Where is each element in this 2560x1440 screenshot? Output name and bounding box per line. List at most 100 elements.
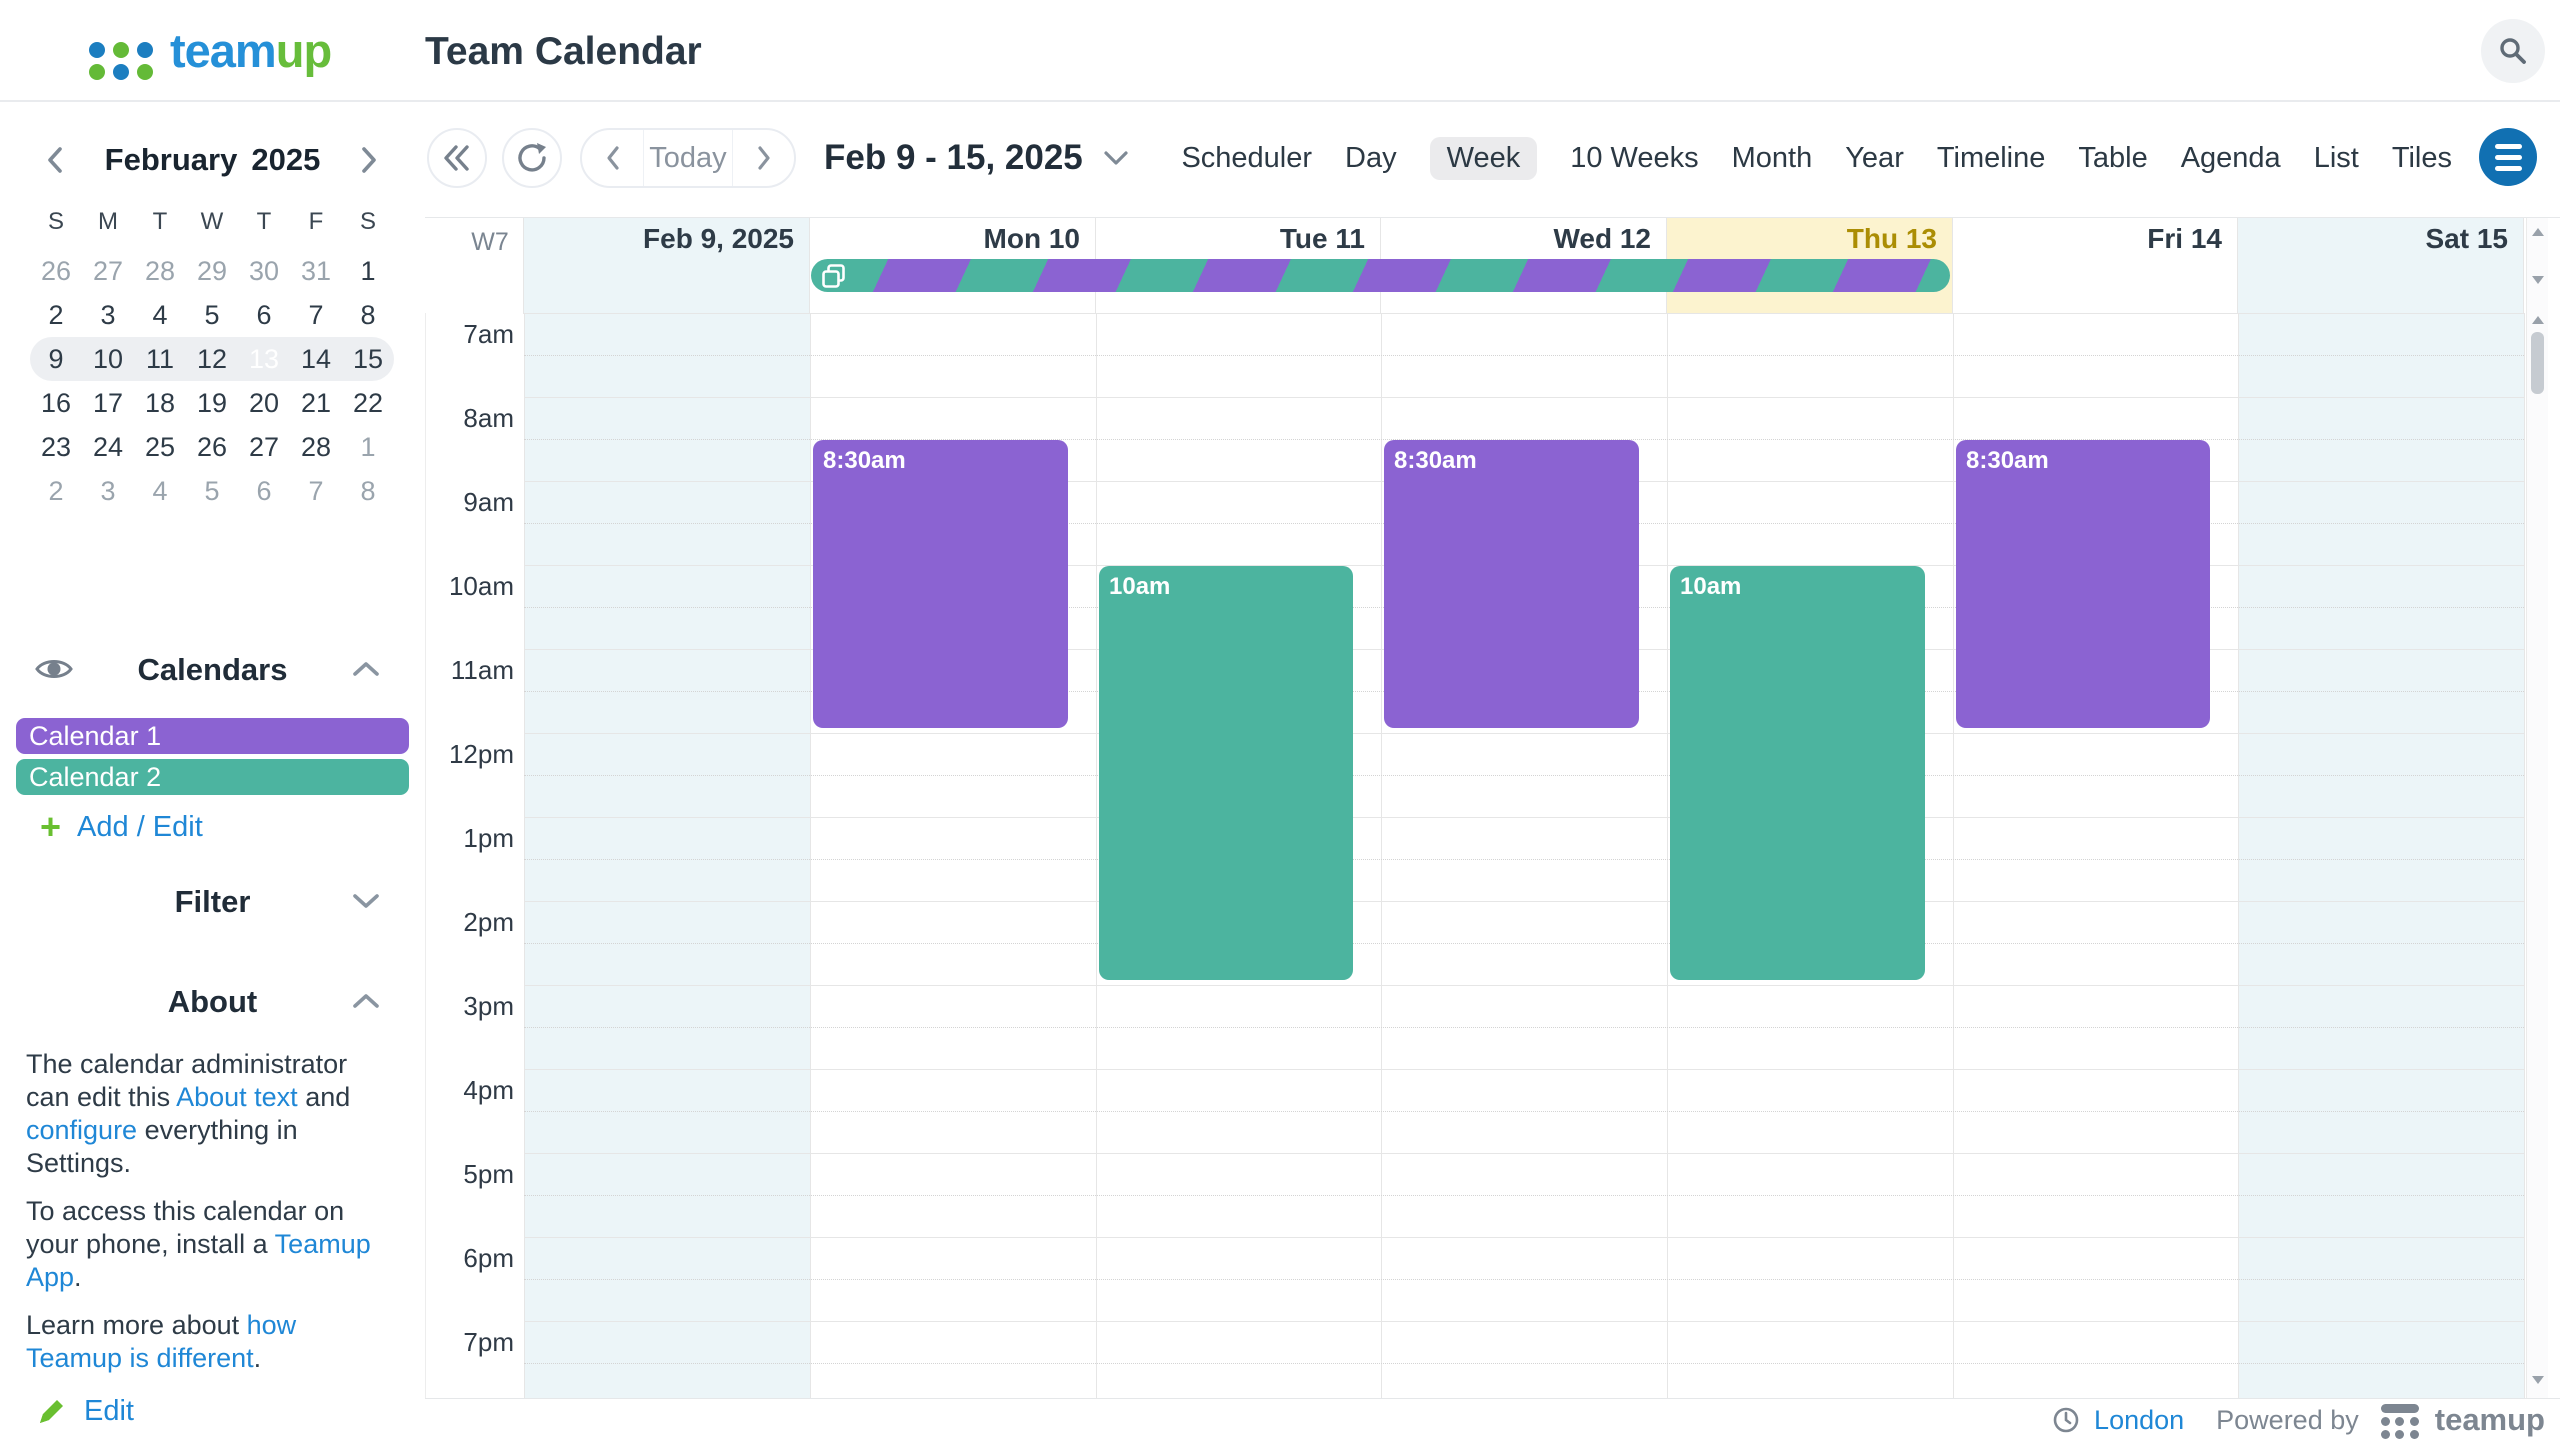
mini-calendar-day[interactable]: 27 <box>92 255 124 286</box>
menu-button[interactable] <box>2479 128 2537 186</box>
event-10am[interactable]: 10am <box>1099 566 1353 980</box>
scroll-down-arrow[interactable] <box>2532 1376 2544 1384</box>
view-tab-week[interactable]: Week <box>1429 136 1538 180</box>
view-tab-tiles[interactable]: Tiles <box>2391 141 2452 174</box>
filter-expand-button[interactable] <box>351 892 381 915</box>
event-8:30am[interactable]: 8:30am <box>1956 440 2210 728</box>
filter-section-header[interactable]: Filter <box>0 882 425 922</box>
day-header-mon-10[interactable]: Mon 10 <box>983 223 1080 254</box>
mini-calendar-day[interactable]: 8 <box>360 299 376 330</box>
mini-calendar-day[interactable]: 15 <box>352 343 384 374</box>
calendar-toggle-2[interactable]: Calendar 2 <box>16 759 409 795</box>
about-link[interactable]: how Teamup is different <box>26 1310 297 1373</box>
mini-calendar-day[interactable]: 24 <box>92 431 124 462</box>
event-10am[interactable]: 10am <box>1670 566 1925 980</box>
mini-calendar-day[interactable]: 17 <box>92 387 124 418</box>
mini-calendar-day[interactable]: 2 <box>48 475 64 506</box>
mini-calendar-day[interactable]: 20 <box>248 387 280 418</box>
teamup-footer-brand[interactable]: teamup <box>2434 1402 2545 1437</box>
teamup-logo[interactable]: teamup <box>86 17 332 83</box>
view-tab-list[interactable]: List <box>2313 141 2359 174</box>
mini-calendar-day[interactable]: 1 <box>360 431 376 462</box>
allday-scroll-down-arrow[interactable] <box>2532 276 2544 284</box>
mini-calendar-day[interactable]: 27 <box>248 431 280 462</box>
mini-calendar-day[interactable]: 10 <box>92 343 124 374</box>
mini-calendar-day[interactable]: 3 <box>100 475 116 506</box>
view-tab-timeline[interactable]: Timeline <box>1936 141 2046 174</box>
mini-calendar-day[interactable]: 11 <box>145 343 175 374</box>
mini-calendar-day[interactable]: 22 <box>352 387 384 418</box>
mini-calendar-day-selected[interactable]: 13 <box>238 337 290 381</box>
about-link[interactable]: Teamup App <box>26 1229 371 1292</box>
mini-calendar-day[interactable]: 28 <box>300 431 332 462</box>
mini-calendar-day[interactable]: 7 <box>308 299 324 330</box>
mini-calendar-day[interactable]: 5 <box>204 299 220 330</box>
allday-scroll-up-arrow[interactable] <box>2532 228 2544 236</box>
eye-icon[interactable] <box>34 654 74 689</box>
mini-calendar-day[interactable]: 23 <box>40 431 72 462</box>
mini-calendar-day[interactable]: 29 <box>196 255 228 286</box>
mini-calendar-day[interactable]: 4 <box>152 299 168 330</box>
mini-calendar-day[interactable]: 26 <box>196 431 228 462</box>
view-tab-month[interactable]: Month <box>1731 141 1813 174</box>
date-range-selector[interactable]: Feb 9 - 15, 2025 <box>824 128 1129 188</box>
day-header-fri-14[interactable]: Fri 14 <box>2147 223 2222 254</box>
timezone-link[interactable]: London <box>2094 1404 2185 1435</box>
mini-calendar-day[interactable]: 2 <box>48 299 64 330</box>
mini-calendar-day[interactable]: 8 <box>360 475 376 506</box>
mini-calendar-day[interactable]: 5 <box>204 475 220 506</box>
day-header-thu-13[interactable]: Thu 13 <box>1846 223 1937 254</box>
mini-calendar-day[interactable]: 6 <box>256 475 272 506</box>
mini-calendar-day[interactable]: 6 <box>256 299 272 330</box>
mini-calendar-next-button[interactable] <box>352 145 386 175</box>
about-link[interactable]: About text <box>176 1082 298 1112</box>
refresh-button[interactable] <box>502 128 562 188</box>
mini-calendar-day[interactable]: 21 <box>300 387 332 418</box>
view-tab-scheduler[interactable]: Scheduler <box>1181 141 1313 174</box>
mini-calendar-day[interactable]: 28 <box>144 255 176 286</box>
allday-event[interactable] <box>811 259 1950 292</box>
search-button[interactable] <box>2481 19 2545 83</box>
mini-calendar-day[interactable]: 9 <box>48 343 64 374</box>
mini-calendar-day[interactable]: 14 <box>300 343 332 374</box>
week-grid-body[interactable]: 7am 8am 9am 10am 11am 12pm 1pm 2pm 3pm 4pm 5pm 6pm 7… <box>425 313 2560 1398</box>
mini-calendar-day[interactable]: 31 <box>300 255 332 286</box>
prev-week-button[interactable] <box>582 130 644 186</box>
mini-calendar-day[interactable]: 3 <box>100 299 116 330</box>
view-tab-table[interactable]: Table <box>2078 141 2148 174</box>
mini-calendar-day[interactable]: 16 <box>40 387 72 418</box>
vertical-scrollbar[interactable] <box>2526 218 2548 1398</box>
mini-calendar-day[interactable]: 1 <box>360 255 376 286</box>
mini-calendar-day[interactable]: 19 <box>196 387 228 418</box>
day-header-feb-9-2025[interactable]: Feb 9, 2025 <box>643 223 794 254</box>
next-week-button[interactable] <box>732 130 794 186</box>
about-collapse-button[interactable] <box>351 992 381 1015</box>
mini-calendar-day[interactable]: 4 <box>152 475 168 506</box>
calendar-toggle-1[interactable]: Calendar 1 <box>16 718 409 754</box>
edit-about-link[interactable]: Edit <box>36 1394 134 1428</box>
collapse-sidebar-button[interactable] <box>427 128 487 188</box>
scroll-up-arrow[interactable] <box>2532 316 2544 324</box>
add-edit-calendars-link[interactable]: + Add / Edit <box>40 809 203 845</box>
day-header-sat-15[interactable]: Sat 15 <box>2425 223 2509 254</box>
event-8:30am[interactable]: 8:30am <box>813 440 1068 728</box>
mini-calendar-day[interactable]: 12 <box>196 343 228 374</box>
mini-calendar-day[interactable]: 18 <box>144 387 176 418</box>
day-header-wed-12[interactable]: Wed 12 <box>1553 223 1651 254</box>
view-tab-10-weeks[interactable]: 10 Weeks <box>1570 141 1699 174</box>
calendars-collapse-button[interactable] <box>351 660 381 683</box>
view-tab-agenda[interactable]: Agenda <box>2180 141 2281 174</box>
mini-calendar-day[interactable]: 26 <box>40 255 72 286</box>
event-8:30am[interactable]: 8:30am <box>1384 440 1639 728</box>
scrollbar-thumb[interactable] <box>2531 332 2544 394</box>
today-button[interactable]: Today <box>649 141 727 174</box>
view-tab-year[interactable]: Year <box>1845 141 1904 174</box>
mini-calendar-day[interactable]: 7 <box>308 475 324 506</box>
mini-calendar-day[interactable]: 25 <box>144 431 176 462</box>
about-section-header[interactable]: About <box>0 982 425 1022</box>
mini-calendar-day[interactable]: 30 <box>248 255 280 286</box>
about-link[interactable]: configure <box>26 1115 138 1145</box>
day-header-tue-11[interactable]: Tue 11 <box>1279 223 1365 254</box>
view-tab-day[interactable]: Day <box>1345 141 1397 174</box>
mini-calendar-prev-button[interactable] <box>38 145 72 175</box>
